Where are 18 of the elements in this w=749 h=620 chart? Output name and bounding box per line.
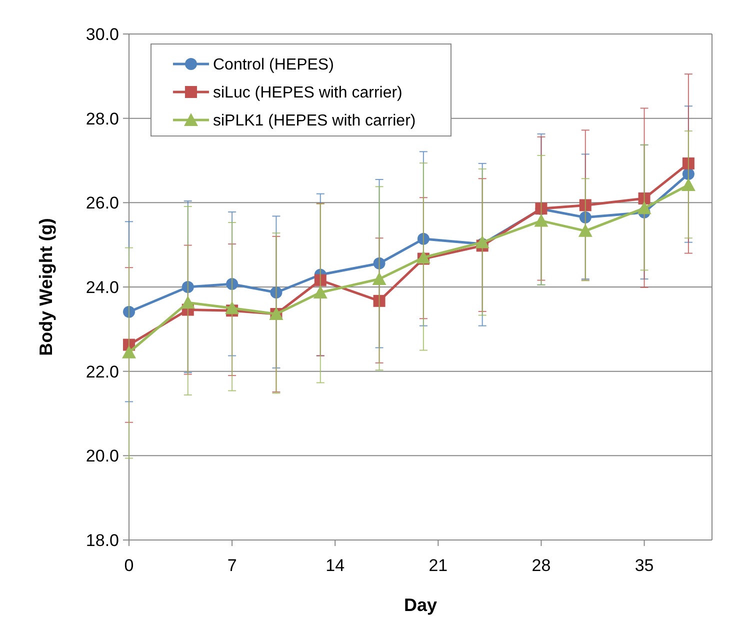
y-tick-label: 26.0 [86, 194, 119, 213]
y-tick-label: 28.0 [86, 109, 119, 128]
x-tick-label: 14 [326, 556, 345, 575]
legend-label: siLuc (HEPES with carrier) [213, 84, 402, 102]
legend-label: siPLK1 (HEPES with carrier) [213, 112, 416, 130]
x-tick-label: 7 [227, 556, 237, 575]
x-tick-label: 0 [124, 556, 134, 575]
legend-label: Control (HEPES) [213, 56, 334, 74]
x-tick-label: 28 [532, 556, 551, 575]
y-axis-title: Body Weight (g) [36, 218, 56, 356]
y-tick-label: 30.0 [86, 24, 119, 44]
x-axis-title: Day [404, 595, 438, 615]
y-tick-label: 18.0 [86, 530, 119, 550]
y-tick-label: 22.0 [86, 362, 119, 382]
y-tick-label: 24.0 [86, 278, 119, 297]
y-tick-label: 20.0 [86, 446, 119, 466]
x-tick-label: 21 [428, 556, 448, 575]
x-tick-label: 35 [634, 556, 654, 575]
